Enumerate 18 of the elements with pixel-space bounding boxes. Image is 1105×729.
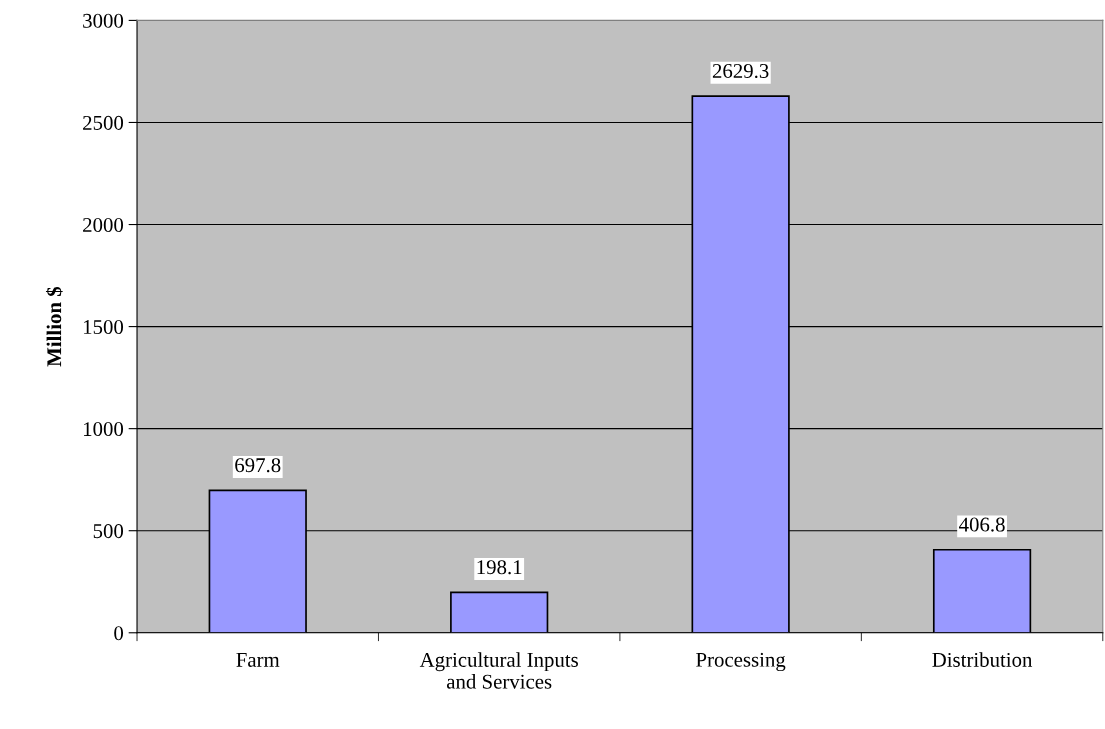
y-tick-label: 2000	[83, 217, 124, 232]
x-tick-label: Farm	[236, 653, 280, 667]
x-tick-label: Processing	[696, 652, 786, 672]
data-label: 406.8	[959, 517, 1005, 532]
y-tick-label: 3000	[83, 13, 124, 28]
bar	[450, 591, 549, 633]
data-label: 697.8	[235, 458, 281, 473]
y-tick-label: 1000	[83, 422, 124, 437]
y-axis-title: Million $	[45, 286, 63, 367]
x-tick-label: Agricultural Inputs and Services	[419, 652, 578, 689]
y-tick-label: 2500	[83, 115, 124, 130]
data-label: 198.1	[477, 560, 522, 575]
x-tick-label: Distribution	[932, 652, 1033, 667]
data-label: 2629.3	[712, 63, 769, 79]
bar	[932, 548, 1032, 633]
y-tick-label: 0	[114, 626, 124, 641]
y-tick-label: 1500	[83, 319, 124, 335]
y-tick-label: 500	[93, 524, 124, 539]
